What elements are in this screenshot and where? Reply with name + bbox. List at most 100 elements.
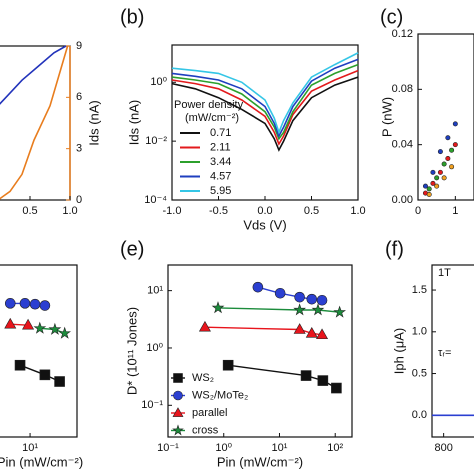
panel-label: (e) (120, 238, 144, 260)
x-tick-label: 0.5 (22, 205, 37, 217)
marker (452, 142, 458, 148)
marker (434, 175, 440, 181)
marker (39, 369, 51, 381)
x-tick-label: 800 (434, 442, 452, 454)
y-tick-label: 10¹ (147, 285, 163, 297)
annotation: τᵣ= (438, 347, 451, 359)
marker (316, 294, 328, 306)
marker (294, 291, 305, 303)
marker (4, 298, 16, 309)
marker (441, 161, 447, 167)
y-tick-label: 10⁻² (145, 135, 167, 147)
x-tick-label: 10⁰ (215, 442, 232, 454)
x-tick-label: 0 (415, 205, 421, 217)
plot-frame (431, 264, 474, 438)
y-tick-label: 0.00 (392, 194, 413, 206)
x-tick-label: 10¹ (22, 442, 38, 454)
marker (4, 317, 17, 329)
x-tick-label: 10² (327, 442, 343, 454)
x-tick-label: 1.0 (62, 205, 77, 217)
marker (430, 169, 436, 175)
y-tick-label: 0.0 (412, 409, 427, 421)
legend-title: (mW/cm⁻²) (185, 112, 239, 124)
series-line (171, 63, 359, 141)
legend-label: 3.44 (210, 156, 231, 168)
marker (445, 135, 451, 141)
legend-label: WS₂ (192, 372, 214, 384)
plot-frame (167, 264, 353, 438)
series-line (228, 364, 337, 389)
marker (300, 370, 312, 381)
marker (445, 156, 451, 162)
annotation: 1T (438, 267, 451, 279)
marker (39, 300, 51, 311)
y-tick-label: 0 (76, 194, 82, 206)
x-axis-label: Vds (V) (243, 217, 286, 232)
marker (54, 376, 65, 387)
y-axis-label: Ids (nA) (126, 100, 141, 146)
x-tick-label: 10⁻¹ (157, 442, 179, 454)
legend-label: cross (192, 424, 219, 436)
marker (331, 382, 342, 394)
x-tick-label: 10¹ (272, 442, 288, 454)
marker (293, 323, 306, 334)
marker (222, 359, 234, 371)
y-tick-label: 10⁻¹ (141, 399, 163, 411)
marker (317, 375, 329, 386)
series-line (171, 69, 359, 146)
marker (426, 191, 432, 197)
marker (14, 359, 26, 371)
marker (441, 175, 447, 181)
plot-frame (417, 33, 474, 201)
panel-label: (f) (385, 238, 404, 260)
x-tick-label: -1.0 (163, 205, 182, 217)
marker (437, 169, 443, 175)
marker (48, 322, 62, 335)
marker (449, 147, 455, 153)
y-axis-label: Ids (nA) (86, 100, 101, 146)
series-line (204, 326, 323, 336)
legend-label: 2.11 (210, 141, 231, 153)
series-line (0, 45, 69, 200)
y-tick-label: 10⁰ (146, 342, 163, 354)
x-tick-label: 0.5 (304, 205, 319, 217)
marker (29, 298, 41, 310)
legend-title: Power density (174, 99, 244, 111)
legend-label: 5.95 (210, 185, 231, 197)
marker (434, 183, 440, 189)
series-line (171, 76, 359, 152)
y-tick-label: 0.04 (392, 139, 413, 151)
marker (311, 303, 325, 316)
x-tick-label: 0.0 (257, 205, 272, 217)
marker (293, 303, 306, 316)
marker (422, 183, 428, 189)
y-tick-label: 9 (76, 40, 82, 52)
marker (22, 318, 35, 330)
x-tick-label: -0.5 (209, 205, 228, 217)
series-line (0, 45, 67, 105)
marker (198, 320, 211, 332)
marker (430, 180, 436, 186)
marker (305, 326, 318, 338)
marker (58, 326, 71, 339)
marker (449, 164, 455, 170)
y-axis-label: P (nW) (379, 97, 394, 137)
marker (306, 293, 318, 305)
panel-label: (b) (120, 6, 144, 28)
legend-label: parallel (192, 407, 227, 419)
series-line (171, 58, 359, 138)
y-axis-label: D* (10¹¹ Jones) (124, 307, 139, 395)
y-axis-label: Iph (μA) (391, 328, 406, 375)
y-tick-label: 6 (76, 91, 82, 103)
y-tick-label: 1.5 (412, 284, 427, 296)
marker (452, 121, 458, 127)
x-tick-label: 1 (452, 205, 458, 217)
y-tick-label: 0.12 (392, 28, 413, 40)
y-tick-label: 3 (76, 143, 82, 155)
marker (19, 298, 31, 309)
series-line (217, 307, 340, 313)
legend-marker (173, 390, 183, 401)
legend-marker (172, 407, 184, 417)
marker (211, 301, 225, 314)
